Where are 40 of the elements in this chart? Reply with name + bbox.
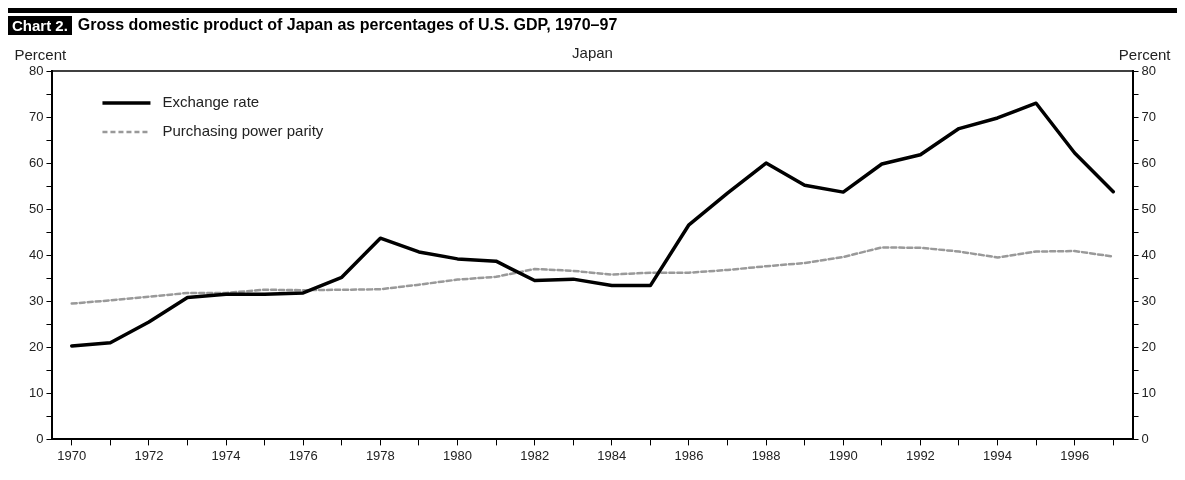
y2-tick-label: 20 xyxy=(1141,338,1157,354)
x-tick-label: 1988 xyxy=(751,447,781,463)
x-tick-label: 1976 xyxy=(288,447,318,463)
x-tick-label: 1978 xyxy=(365,447,395,463)
x-tick-label: 1974 xyxy=(211,447,241,463)
chart-subtitle: Japan xyxy=(572,43,613,61)
y-tick-label: 50 xyxy=(28,200,44,216)
y-tick-label: 80 xyxy=(28,62,44,78)
y-tick-label: 60 xyxy=(28,154,44,170)
y2-tick-label: 70 xyxy=(1141,108,1157,124)
y-tick-label: 70 xyxy=(28,108,44,124)
x-tick-label: 1994 xyxy=(983,447,1012,463)
x-tick-label: 1984 xyxy=(597,447,627,463)
x-tick-label: 1990 xyxy=(828,447,858,463)
x-tick-label: 1970 xyxy=(57,447,87,463)
legend-label: Exchange rate xyxy=(162,93,260,111)
caption: Chart 2. xyxy=(8,15,72,35)
y2-tick-label: 80 xyxy=(1141,62,1157,78)
y-tick-label: 0 xyxy=(36,430,44,446)
legend-label: Purchasing power parity xyxy=(162,122,324,140)
y-axis-title: Percent xyxy=(14,45,67,63)
x-tick-label: 1986 xyxy=(674,447,704,463)
x-tick-label: 1992 xyxy=(905,447,935,463)
line-series xyxy=(70,246,1115,305)
y2-tick-label: 10 xyxy=(1141,384,1157,400)
y2-tick-label: 50 xyxy=(1141,200,1157,216)
y2-tick-label: 30 xyxy=(1141,292,1157,308)
y-tick-label: 30 xyxy=(28,292,44,308)
y2-tick-label: 0 xyxy=(1141,430,1149,446)
x-tick-label: 1972 xyxy=(134,447,164,463)
x-tick-label: 1996 xyxy=(1060,447,1090,463)
y-tick-label: 20 xyxy=(28,338,44,354)
chart-title: Gross domestic product of Japan as percentages of U.S. GDP, 1970–97 xyxy=(77,16,618,34)
x-tick-label: 1980 xyxy=(443,447,472,463)
y2-tick-label: 60 xyxy=(1141,154,1157,170)
x-tick-label: 1982 xyxy=(520,447,550,463)
y-tick-label: 40 xyxy=(28,246,44,262)
y-tick-label: 10 xyxy=(28,384,44,400)
y2-tick-label: 40 xyxy=(1141,246,1157,262)
y2-axis-title: Percent xyxy=(1118,45,1172,63)
